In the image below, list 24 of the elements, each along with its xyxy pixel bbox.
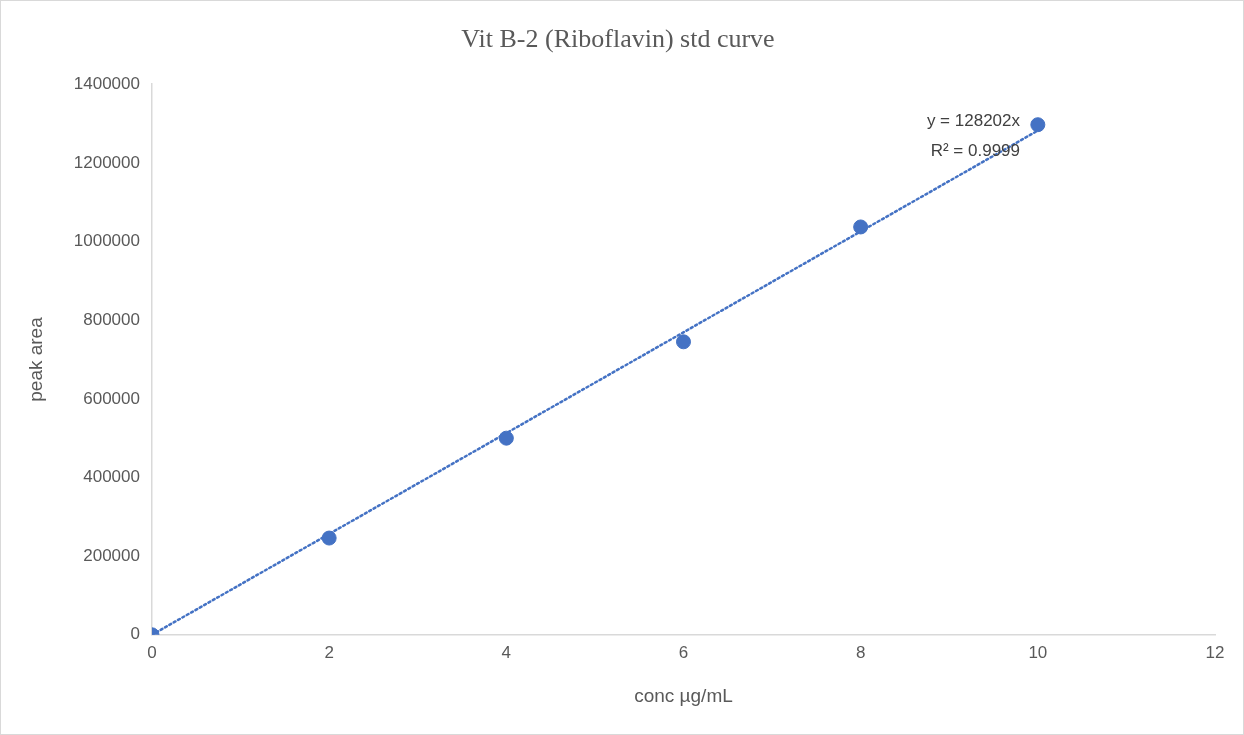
- y-tick-label: 400000: [83, 467, 140, 487]
- point: [853, 219, 869, 235]
- point: [1030, 117, 1046, 133]
- y-tick-label: 1200000: [73, 152, 140, 172]
- y-tick-label: 800000: [83, 309, 140, 329]
- x-tick-label: 12: [1205, 642, 1225, 662]
- y-axis-title: peak area: [24, 316, 46, 402]
- y-tick-label: 600000: [83, 388, 140, 408]
- x-tick-label: 2: [324, 642, 334, 662]
- point: [321, 530, 337, 546]
- x-tick-label: 6: [678, 642, 689, 662]
- annotation: y = 128202x: [926, 110, 1021, 130]
- x-tick-label: 4: [501, 642, 512, 662]
- y-tick-label: 1400000: [73, 73, 140, 93]
- x-tick-label: 8: [855, 642, 866, 662]
- y-tick-label: 200000: [83, 545, 140, 565]
- point: [498, 430, 514, 446]
- chart-title: Vit B-2 (Riboflavin) std curve: [461, 24, 775, 54]
- y-tick-label: 0: [130, 624, 140, 644]
- x-axis-title: conc µg/mL: [634, 684, 733, 706]
- x-tick-label: 0: [147, 642, 157, 662]
- y-tick-label: 1000000: [73, 231, 140, 251]
- point: [675, 334, 691, 350]
- x-tick-label: 10: [1028, 642, 1048, 662]
